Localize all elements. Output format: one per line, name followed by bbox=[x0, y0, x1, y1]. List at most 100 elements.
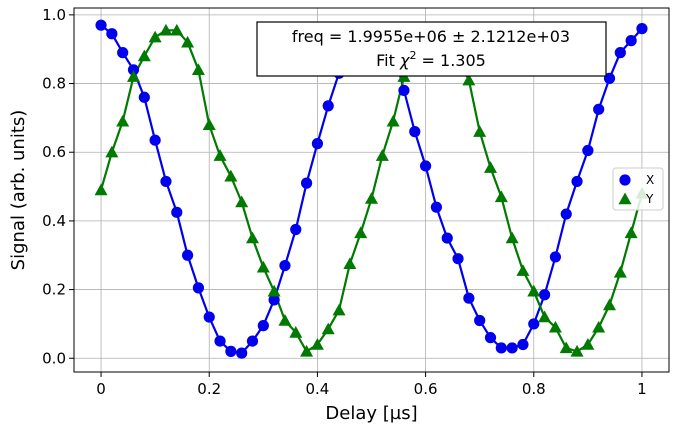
data-point-y bbox=[473, 125, 487, 137]
data-point-x bbox=[419, 160, 432, 172]
axis-ticks: 0 0.2 0.4 0.6 0.8 1 0.0 0.2 0.4 0.6 0.8 1.0 bbox=[42, 6, 647, 398]
data-point-y bbox=[148, 30, 162, 43]
data-point-x bbox=[214, 335, 226, 347]
data-point-x bbox=[528, 318, 540, 330]
legend-label-y: Y bbox=[645, 192, 654, 206]
y-tick-label: 0.6 bbox=[42, 143, 66, 161]
data-point-x bbox=[181, 249, 194, 261]
data-point-y bbox=[484, 161, 497, 173]
data-point-x bbox=[117, 47, 129, 59]
data-point-x bbox=[538, 289, 551, 301]
data-point-x bbox=[290, 223, 302, 236]
data-point-y bbox=[127, 70, 140, 82]
annotation-chi-superscript: 2 bbox=[409, 49, 416, 62]
legend-marker-y bbox=[618, 192, 632, 205]
data-point-x bbox=[593, 103, 605, 115]
y-tick-label: 0.2 bbox=[42, 281, 66, 299]
data-point-x bbox=[225, 345, 237, 357]
x-axis-label: Delay [µs] bbox=[325, 403, 417, 424]
data-point-y bbox=[538, 310, 552, 323]
data-point-y bbox=[570, 344, 584, 357]
data-point-y bbox=[527, 284, 541, 297]
data-point-x bbox=[484, 332, 497, 344]
data-point-y bbox=[462, 73, 476, 86]
data-point-x bbox=[257, 320, 269, 332]
data-point-x bbox=[452, 253, 464, 265]
data-point-x bbox=[549, 251, 562, 263]
y-tick-label: 0.4 bbox=[42, 212, 66, 230]
data-point-y bbox=[256, 260, 270, 273]
data-point-x bbox=[279, 259, 291, 272]
data-point-x bbox=[311, 138, 324, 150]
data-point-x bbox=[441, 232, 453, 244]
x-tick-label: 1 bbox=[637, 380, 647, 398]
data-point-x bbox=[268, 294, 280, 306]
x-tick-label: 0.2 bbox=[197, 380, 221, 398]
data-point-y bbox=[105, 145, 119, 158]
data-point-x bbox=[560, 208, 572, 220]
data-point-y bbox=[267, 284, 281, 297]
data-point-x bbox=[160, 175, 172, 188]
data-point-y bbox=[321, 322, 335, 335]
data-point-y bbox=[300, 344, 314, 357]
data-point-y bbox=[624, 226, 638, 239]
data-point-y bbox=[592, 320, 606, 333]
data-point-x bbox=[127, 64, 140, 76]
annotation-chi-symbol: χ bbox=[399, 51, 410, 70]
data-markers bbox=[94, 19, 649, 359]
data-point-y bbox=[137, 49, 151, 62]
data-point-x bbox=[582, 144, 594, 157]
data-point-y bbox=[235, 195, 249, 208]
data-point-x bbox=[246, 335, 259, 347]
data-point-x bbox=[95, 19, 107, 31]
data-point-x bbox=[171, 206, 183, 218]
data-point-y bbox=[548, 320, 562, 333]
fit-annotation-box: freq = 1.9955e+06 ± 2.1212e+03 Fit χ2 = … bbox=[256, 21, 607, 77]
x-tick-label: 0 bbox=[96, 380, 106, 398]
data-point-y bbox=[159, 23, 173, 36]
data-point-x bbox=[474, 314, 486, 327]
data-point-x bbox=[322, 100, 334, 112]
data-point-y bbox=[213, 149, 227, 161]
data-point-y bbox=[516, 264, 530, 276]
data-point-x bbox=[463, 292, 475, 304]
data-point-y bbox=[181, 35, 195, 48]
data-point-y bbox=[613, 265, 627, 278]
legend-label-x: X bbox=[646, 173, 654, 187]
x-tick-label: 0.6 bbox=[414, 380, 438, 398]
annotation-chi2-text: Fit χ2 = 1.305 bbox=[376, 49, 486, 70]
data-point-y bbox=[505, 231, 519, 244]
data-point-x bbox=[149, 134, 161, 146]
x-tick-label: 0.4 bbox=[305, 380, 329, 398]
plot-area-frame bbox=[73, 7, 670, 373]
data-point-x bbox=[603, 72, 616, 84]
data-point-x bbox=[106, 28, 118, 40]
data-point-y bbox=[365, 192, 378, 204]
data-point-y bbox=[375, 149, 389, 161]
legend: XY bbox=[612, 167, 664, 211]
data-point-y bbox=[94, 183, 108, 196]
y-tick-label: 0.8 bbox=[42, 75, 66, 93]
data-point-y bbox=[289, 326, 303, 338]
legend-marker-x bbox=[619, 174, 631, 186]
data-point-y bbox=[116, 114, 130, 127]
annotation-frame bbox=[256, 21, 607, 77]
data-point-y bbox=[343, 257, 357, 270]
annotation-chi-value: = 1.305 bbox=[416, 51, 485, 70]
data-point-y bbox=[494, 190, 508, 203]
data-point-x bbox=[203, 311, 215, 323]
data-point-x bbox=[398, 84, 410, 97]
data-point-x bbox=[495, 342, 507, 354]
annotation-fit-prefix: Fit bbox=[376, 51, 400, 70]
y-tick-label: 1.0 bbox=[42, 6, 66, 24]
data-point-x bbox=[625, 35, 637, 47]
data-point-x bbox=[614, 47, 626, 59]
data-point-y bbox=[202, 118, 216, 130]
data-point-y bbox=[354, 226, 368, 239]
x-tick-label: 0.8 bbox=[522, 380, 546, 398]
data-point-x bbox=[571, 175, 583, 188]
data-point-x bbox=[236, 347, 248, 359]
data-point-y bbox=[224, 169, 238, 182]
data-point-y bbox=[559, 341, 573, 354]
